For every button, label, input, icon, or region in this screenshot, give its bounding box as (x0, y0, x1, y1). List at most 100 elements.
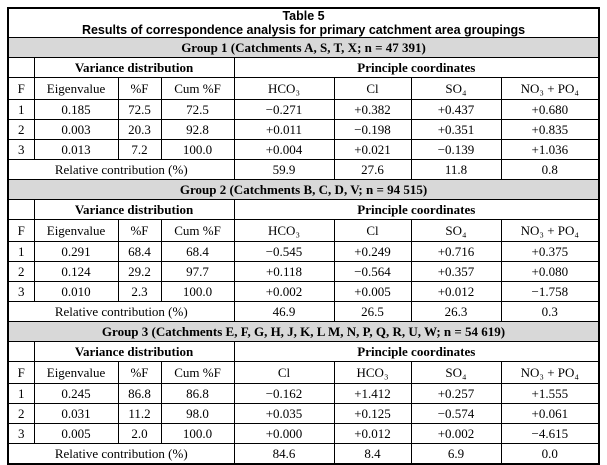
table-row: 3 0.005 2.0 100.0 +0.000 +0.012 +0.002 −… (7, 423, 600, 444)
percent-f-cell: 72.5 (117, 99, 162, 120)
relative-contribution-row: Relative contribution (%) 46.9 26.5 26.3… (7, 301, 600, 322)
coordinate-cell: +0.437 (410, 99, 502, 120)
corner-cell (7, 199, 35, 220)
coordinate-cell: +0.011 (233, 119, 335, 140)
coordinate-cell: +0.012 (333, 423, 412, 444)
factor-column-header: F (7, 77, 35, 100)
ion-column-header: NO₃ + PO₄ (500, 219, 600, 242)
coordinate-cell: −0.198 (333, 119, 412, 140)
factor-number-cell: 1 (7, 241, 35, 262)
factor-column-header: F (7, 219, 35, 242)
coordinate-cell: −0.139 (410, 139, 502, 160)
coordinate-cell: +0.002 (233, 281, 335, 302)
eigenvalue-cell: 0.185 (33, 99, 119, 120)
factor-number-cell: 1 (7, 383, 35, 404)
factor-number-cell: 1 (7, 99, 35, 120)
coordinate-cell: +0.035 (233, 403, 335, 424)
coordinate-cell: +0.004 (233, 139, 335, 160)
cum-percent-f-cell: 100.0 (160, 139, 235, 160)
relative-contribution-cell: 0.3 (500, 301, 600, 322)
eigenvalue-cell: 0.003 (33, 119, 119, 140)
ion-column-header: HCO₃ (333, 361, 412, 384)
coordinate-cell: +0.118 (233, 261, 335, 282)
cum-percent-f-cell: 100.0 (160, 281, 235, 302)
relative-contribution-label: Relative contribution (%) (7, 301, 235, 322)
coordinate-cell: +0.351 (410, 119, 502, 140)
percent-f-cell: 7.2 (117, 139, 162, 160)
relative-contribution-label: Relative contribution (%) (7, 159, 235, 180)
ion-column-header: Cl (333, 77, 412, 100)
span-header-row: Variance distribution Principle coordina… (7, 199, 600, 220)
principle-coordinates-header: Principle coordinates (233, 341, 600, 362)
group-bar-row: Group 1 (Catchments A, S, T, X; n = 47 3… (7, 37, 600, 58)
percent-f-cell: 68.4 (117, 241, 162, 262)
eigenvalue-cell: 0.291 (33, 241, 119, 262)
coordinate-cell: +1.555 (500, 383, 600, 404)
table-number: Table 5 (282, 9, 325, 23)
percent-f-column-header: %F (117, 77, 162, 100)
coordinate-cell: −4.615 (500, 423, 600, 444)
coordinate-cell: +0.835 (500, 119, 600, 140)
scanned-table-page: Table 5 Results of correspondence analys… (7, 7, 601, 465)
factor-number-cell: 3 (7, 281, 35, 302)
relative-contribution-cell: 11.8 (410, 159, 502, 180)
coordinate-cell: +0.257 (410, 383, 502, 404)
table-row: 1 0.245 86.8 86.8 −0.162 +1.412 +0.257 +… (7, 383, 600, 404)
coordinate-cell: −0.564 (333, 261, 412, 282)
coordinate-cell: +0.080 (500, 261, 600, 282)
relative-contribution-row: Relative contribution (%) 59.9 27.6 11.8… (7, 159, 600, 180)
relative-contribution-cell: 6.9 (410, 443, 502, 465)
coordinate-cell: +1.036 (500, 139, 600, 160)
cum-percent-f-column-header: Cum %F (160, 361, 235, 384)
eigenvalue-cell: 0.005 (33, 423, 119, 444)
coordinate-cell: +0.125 (333, 403, 412, 424)
table-row: 2 0.124 29.2 97.7 +0.118 −0.564 +0.357 +… (7, 261, 600, 282)
relative-contribution-cell: 8.4 (333, 443, 412, 465)
percent-f-cell: 20.3 (117, 119, 162, 140)
coordinate-cell: −1.758 (500, 281, 600, 302)
column-header-row: F Eigenvalue %F Cum %F HCO₃ Cl SO₄ NO₃ +… (7, 219, 600, 242)
group-bar-row: Group 3 (Catchments E, F, G, H, J, K, L … (7, 321, 600, 342)
relative-contribution-cell: 27.6 (333, 159, 412, 180)
ion-column-header: SO₄ (410, 219, 502, 242)
ion-column-header: Cl (233, 361, 335, 384)
variance-distribution-header: Variance distribution (33, 341, 235, 362)
coordinate-cell: +0.021 (333, 139, 412, 160)
coordinate-cell: +0.249 (333, 241, 412, 262)
cum-percent-f-cell: 86.8 (160, 383, 235, 404)
corner-cell (7, 57, 35, 78)
percent-f-cell: 2.0 (117, 423, 162, 444)
coordinate-cell: +0.061 (500, 403, 600, 424)
principle-coordinates-header: Principle coordinates (233, 199, 600, 220)
eigenvalue-cell: 0.245 (33, 383, 119, 404)
coordinate-cell: +1.412 (333, 383, 412, 404)
coordinate-cell: −0.271 (233, 99, 335, 120)
eigenvalue-cell: 0.010 (33, 281, 119, 302)
ion-column-header: NO₃ + PO₄ (500, 77, 600, 100)
cum-percent-f-cell: 72.5 (160, 99, 235, 120)
percent-f-column-header: %F (117, 361, 162, 384)
coordinate-cell: +0.375 (500, 241, 600, 262)
table-caption: Table 5 Results of correspondence analys… (7, 7, 600, 38)
coordinate-cell: +0.000 (233, 423, 335, 444)
factor-number-cell: 3 (7, 423, 35, 444)
percent-f-column-header: %F (117, 219, 162, 242)
factor-number-cell: 3 (7, 139, 35, 160)
span-header-row: Variance distribution Principle coordina… (7, 341, 600, 362)
eigenvalue-column-header: Eigenvalue (33, 77, 119, 100)
column-header-row: F Eigenvalue %F Cum %F HCO₃ Cl SO₄ NO₃ +… (7, 77, 600, 100)
table-row: 2 0.031 11.2 98.0 +0.035 +0.125 −0.574 +… (7, 403, 600, 424)
percent-f-cell: 2.3 (117, 281, 162, 302)
table-row: 3 0.013 7.2 100.0 +0.004 +0.021 −0.139 +… (7, 139, 600, 160)
relative-contribution-label: Relative contribution (%) (7, 443, 235, 465)
factor-number-cell: 2 (7, 403, 35, 424)
relative-contribution-row: Relative contribution (%) 84.6 8.4 6.9 0… (7, 443, 600, 465)
relative-contribution-cell: 26.3 (410, 301, 502, 322)
cum-percent-f-cell: 100.0 (160, 423, 235, 444)
span-header-row: Variance distribution Principle coordina… (7, 57, 600, 78)
group2-header: Group 2 (Catchments B, C, D, V; n = 94 5… (7, 179, 600, 200)
correspondence-analysis-table: Table 5 Results of correspondence analys… (7, 7, 601, 465)
relative-contribution-cell: 0.0 (500, 443, 600, 465)
group-bar-row: Group 2 (Catchments B, C, D, V; n = 94 5… (7, 179, 600, 200)
group3-header: Group 3 (Catchments E, F, G, H, J, K, L … (7, 321, 600, 342)
